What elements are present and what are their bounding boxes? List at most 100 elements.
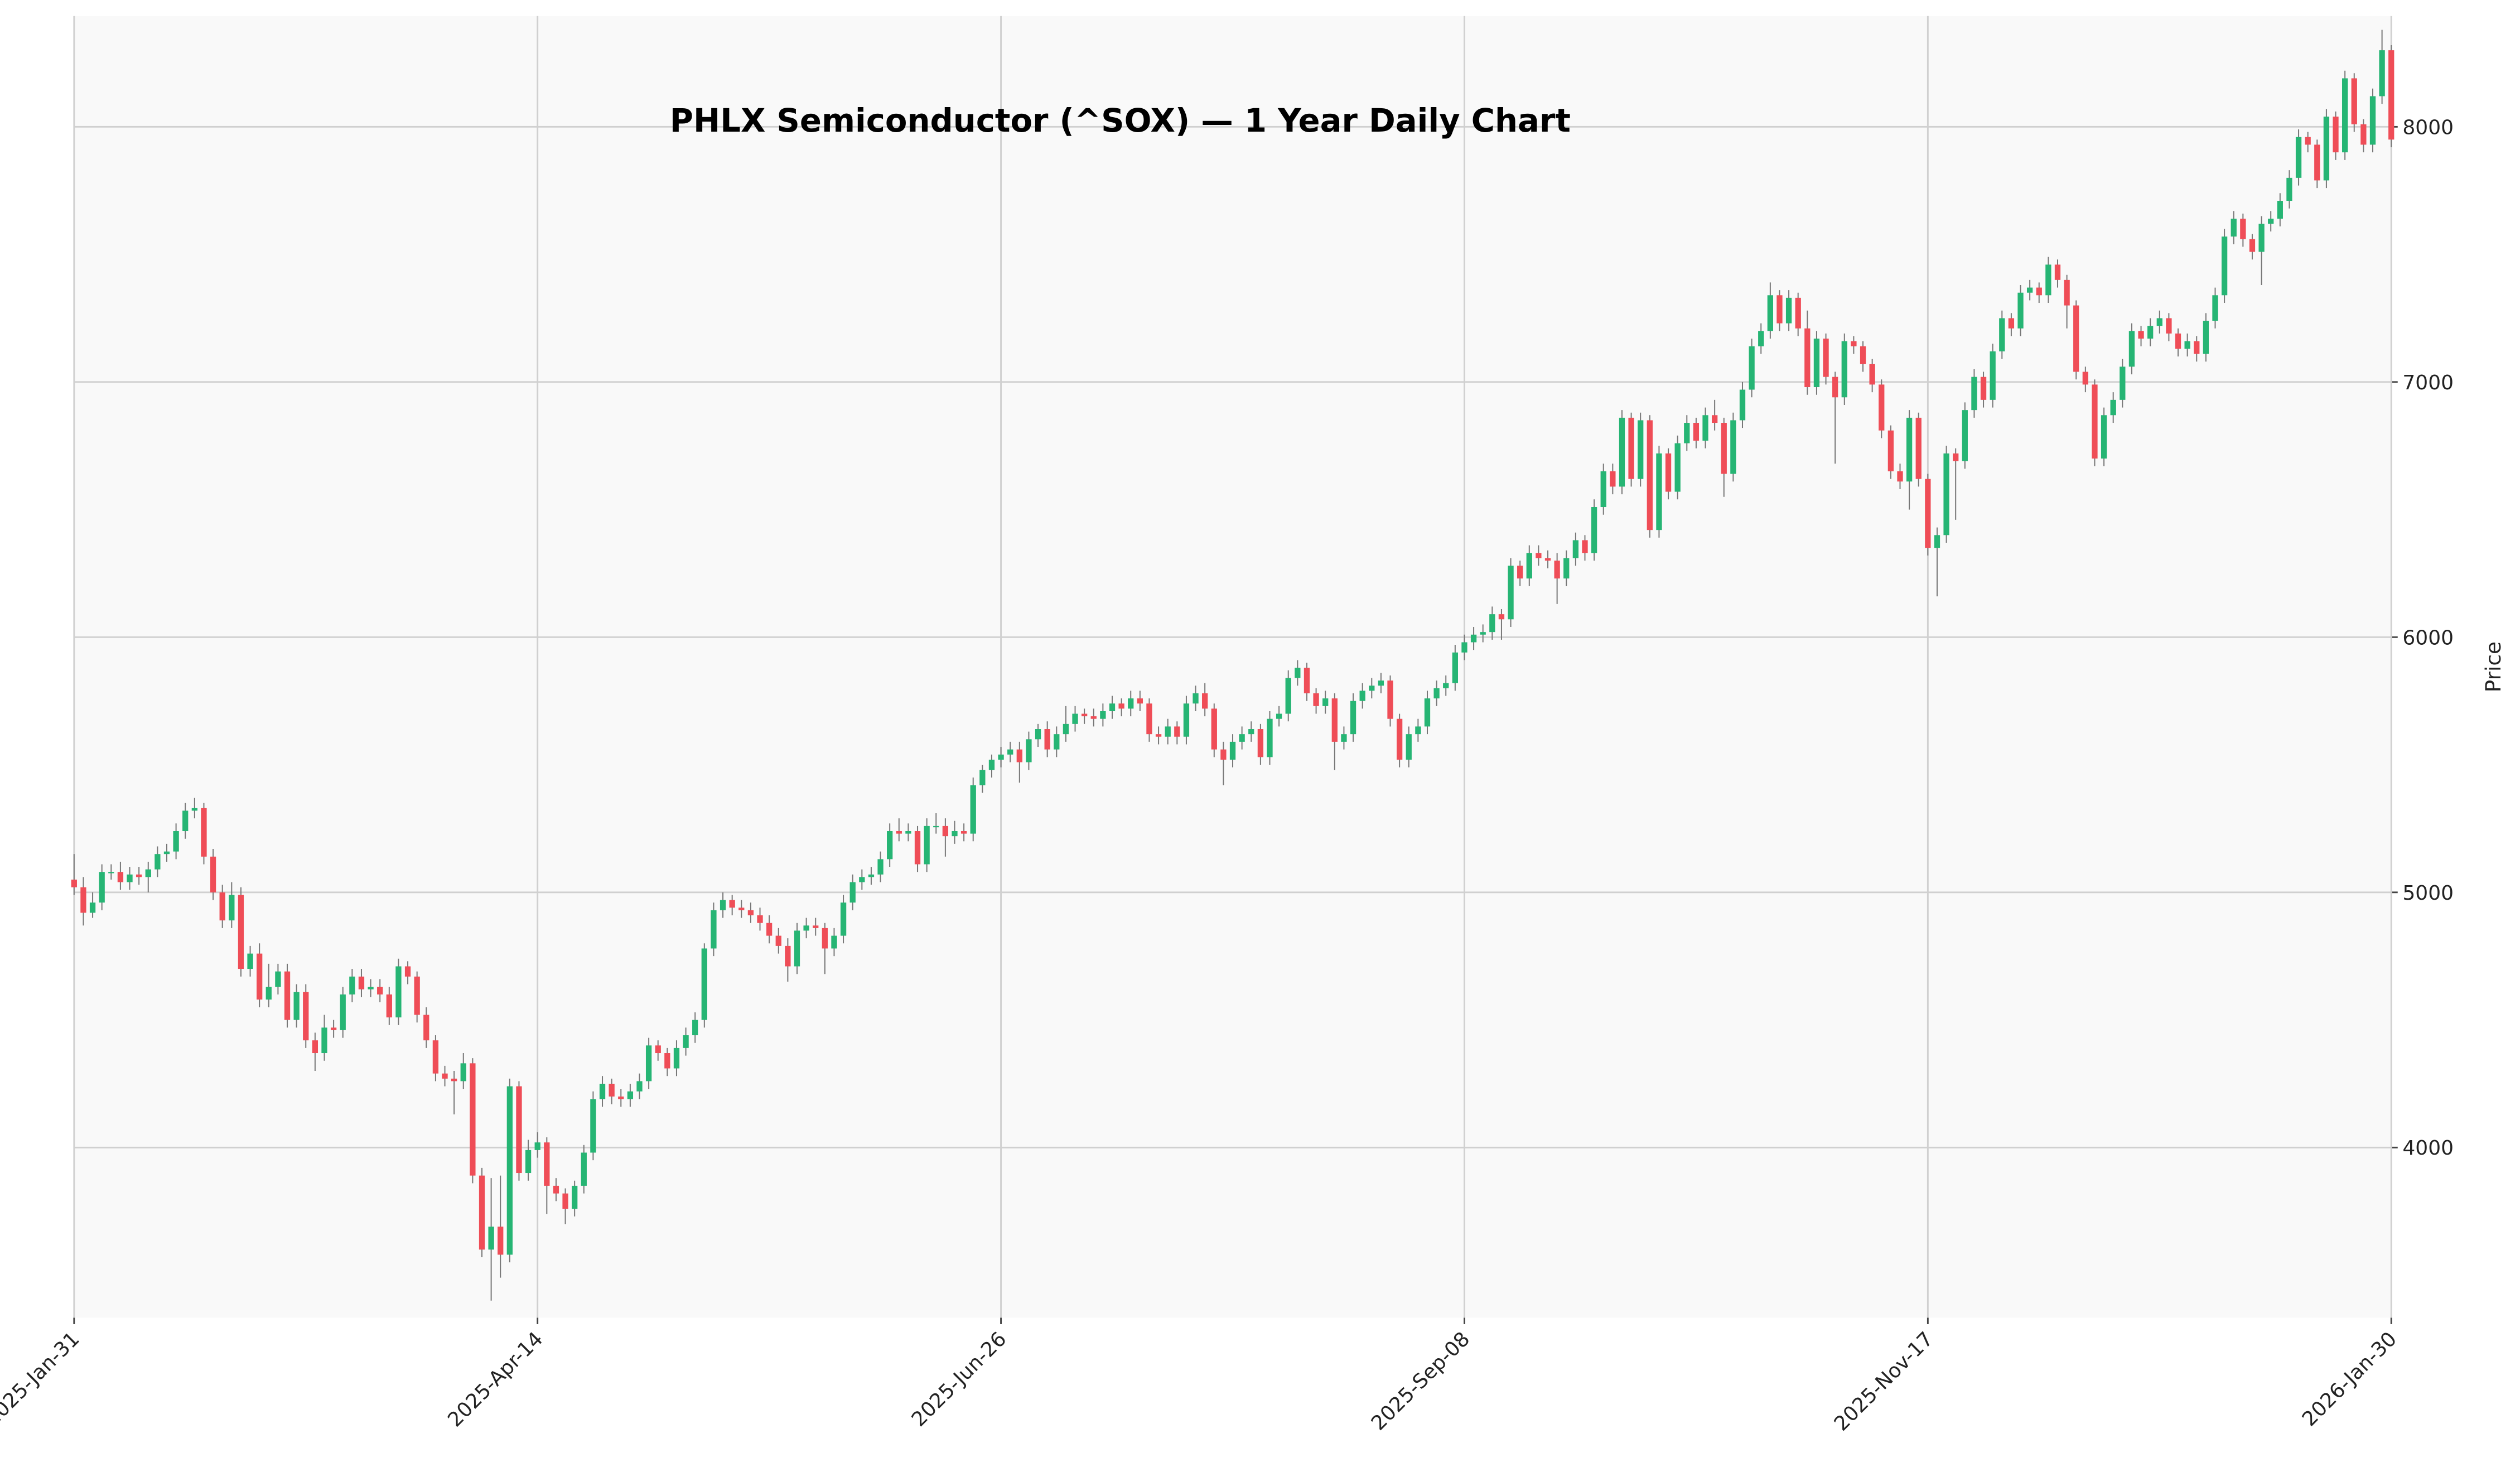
candle-body — [1832, 377, 1838, 398]
candle-body — [1517, 566, 1523, 579]
candle-body — [1544, 558, 1551, 561]
candle-body — [238, 895, 244, 969]
candle-body — [1396, 718, 1403, 760]
candle-body — [553, 1185, 559, 1194]
candle-body — [766, 923, 773, 936]
candle-body — [506, 1086, 513, 1255]
candle-body — [1248, 729, 1254, 735]
candle-body — [2166, 318, 2172, 334]
candle-body — [71, 879, 77, 887]
candle-body — [2212, 295, 2218, 321]
candle-body — [1971, 377, 1977, 411]
candle-body — [1257, 729, 1264, 757]
candle-body — [1628, 417, 1634, 479]
candle-body — [581, 1152, 587, 1186]
candle-body — [340, 994, 346, 1030]
candle-body — [914, 831, 921, 865]
candle-body — [2147, 326, 2154, 339]
candle-body — [1591, 507, 1597, 553]
candle-body — [803, 925, 809, 931]
candle-body — [229, 895, 235, 921]
candle-body — [1572, 540, 1579, 558]
candle-body — [840, 902, 847, 936]
candle-body — [1174, 726, 1180, 737]
candle-body — [1007, 749, 1013, 755]
candle-body — [2305, 137, 2311, 145]
candle-body — [1674, 443, 1681, 492]
candle-body — [664, 1053, 670, 1069]
candle-body — [1313, 693, 1319, 706]
candle-body — [108, 872, 114, 873]
candle-body — [720, 900, 726, 910]
candle-body — [210, 856, 216, 892]
candle-body — [2203, 321, 2209, 354]
candle-body — [2073, 305, 2079, 372]
candle-body — [2194, 341, 2200, 354]
candle-body — [1202, 693, 1208, 709]
candle-body — [1962, 410, 1968, 461]
candle-body — [423, 1015, 429, 1041]
candle-body — [247, 953, 253, 969]
candle-body — [2120, 366, 2126, 400]
candle-body — [155, 854, 161, 870]
candle-body — [738, 908, 745, 910]
candle-body — [303, 992, 309, 1041]
candle-body — [960, 831, 967, 834]
candle-body — [2286, 177, 2292, 201]
candle-body — [942, 826, 949, 837]
chart-title: PHLX Semiconductor (^SOX) — 1 Year Daily… — [670, 102, 1571, 139]
candle-body — [1378, 681, 1384, 686]
candle-body — [2054, 264, 2061, 280]
candle-body — [1980, 377, 1987, 400]
candle-body — [1934, 535, 1940, 548]
candle-body — [1295, 668, 1301, 678]
candle-body — [701, 948, 707, 1020]
candle-body — [2342, 78, 2348, 153]
candle-body — [822, 928, 828, 949]
candle-body — [275, 971, 281, 987]
candle-body — [1322, 698, 1329, 706]
candle-body — [312, 1040, 318, 1054]
candle-body — [1137, 698, 1143, 704]
candle-body — [386, 994, 392, 1017]
candle-body — [1063, 723, 1069, 735]
candle-body — [2231, 219, 2237, 237]
candle-body — [859, 877, 865, 882]
candle-body — [998, 754, 1004, 760]
candle-body — [590, 1099, 596, 1153]
candle-body — [284, 971, 291, 1020]
candle-body — [2026, 287, 2033, 293]
candle-body — [2017, 292, 2024, 329]
candle-body — [395, 966, 402, 1017]
candle-body — [952, 831, 958, 837]
candle-body — [498, 1227, 504, 1255]
candle-body — [1804, 328, 1811, 387]
candle-body — [905, 831, 911, 834]
candle-body — [1424, 698, 1431, 727]
candle-body — [432, 1040, 439, 1074]
candle-body — [609, 1083, 615, 1097]
candle-body — [368, 987, 374, 990]
candle-body — [1452, 652, 1458, 683]
candle-body — [1035, 729, 1041, 740]
candle-body — [1647, 420, 1653, 530]
candle-body — [1118, 703, 1124, 709]
candle-body — [933, 826, 939, 828]
candle-body — [117, 872, 124, 882]
candle-body — [1721, 423, 1727, 474]
candle-body — [1220, 749, 1227, 760]
candle-body — [525, 1150, 532, 1174]
candle-body — [692, 1020, 698, 1035]
candle-body — [1350, 701, 1356, 735]
candle-body — [729, 900, 735, 908]
candle-body — [2360, 124, 2367, 145]
candle-body — [1155, 734, 1162, 737]
candle-body — [1758, 331, 1764, 346]
candle-body — [1656, 453, 1662, 530]
candle-body — [970, 785, 976, 834]
candle-body — [562, 1193, 568, 1209]
candle-body — [293, 992, 300, 1020]
candle-body — [896, 831, 902, 834]
